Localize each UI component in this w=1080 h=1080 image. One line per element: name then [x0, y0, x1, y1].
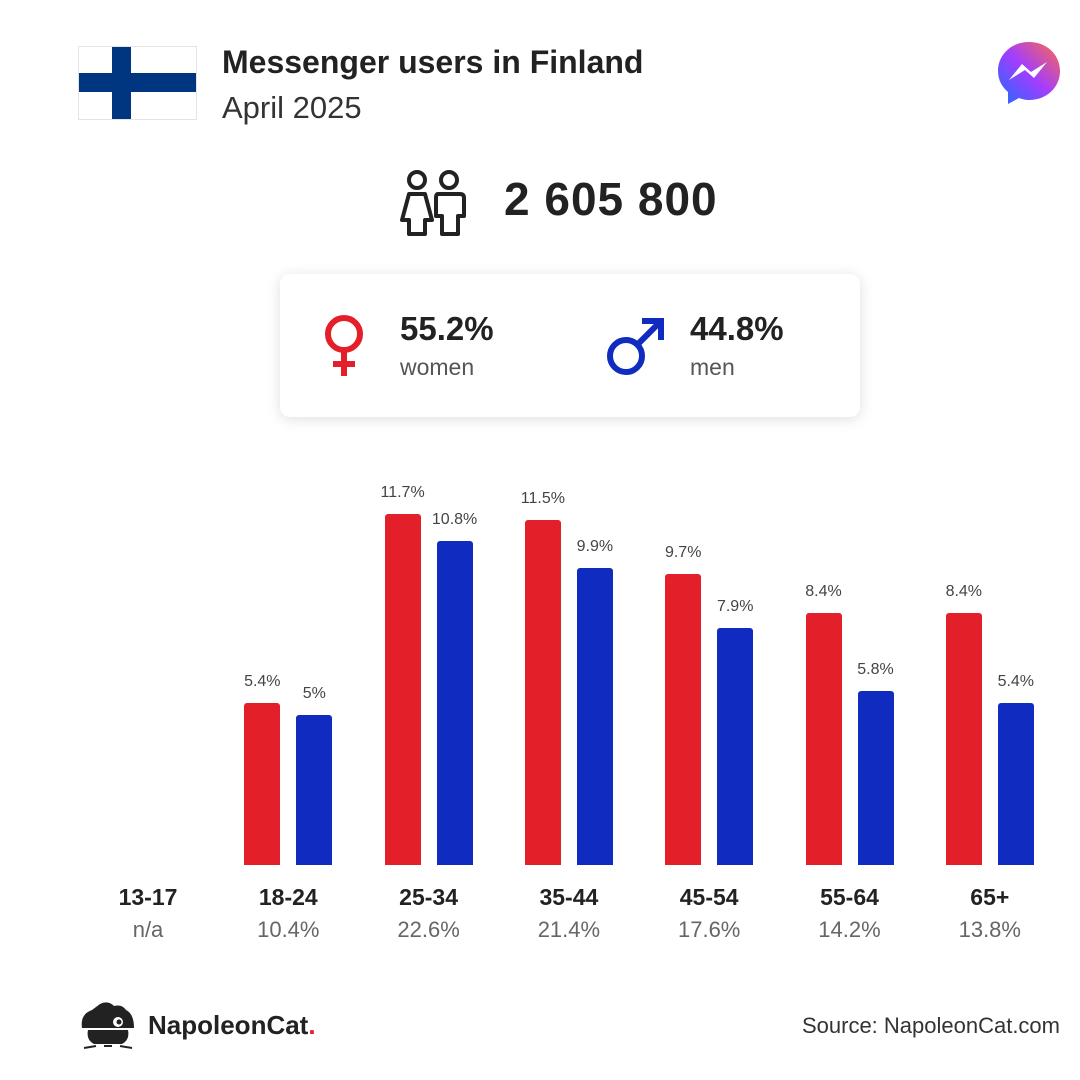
bar-value-label: 10.8% [431, 511, 478, 528]
men-percentage: 44.8% [690, 310, 784, 347]
age-group-share: 10.4% [257, 917, 320, 942]
age-group-label: 55-64 [820, 884, 879, 910]
total-users-value: 2 605 800 [504, 173, 718, 225]
bar-value-label: 9.9% [576, 538, 614, 555]
source-credit: Source: NapoleonCat.com [801, 1013, 1060, 1038]
age-group-share: 17.6% [677, 917, 741, 942]
age-group-label: 13-17 [118, 884, 178, 910]
age-group-label: 25-34 [399, 884, 458, 910]
female-symbol-icon [322, 314, 366, 383]
bar-25-34-series-0 [384, 514, 421, 865]
age-group-share: 22.6% [397, 917, 460, 942]
bar-25-34-series-1 [436, 541, 473, 865]
bar-value-label: 8.4% [945, 583, 983, 600]
bar-55-64-series-0 [805, 613, 842, 865]
bar-value-label: 5.8% [857, 661, 894, 678]
finland-flag-icon [78, 46, 197, 120]
brand-name: NapoleonCat. [148, 1010, 316, 1041]
bar-value-label: 8.4% [805, 583, 842, 600]
age-group-label: 45-54 [679, 884, 739, 910]
age-group-label: 18-24 [258, 884, 318, 910]
age-group-share: 21.4% [537, 917, 601, 942]
brand-dot: . [308, 1010, 316, 1040]
gender-split-card: 55.2% women 44.8% men [280, 274, 860, 417]
age-group-share: 13.8% [958, 917, 1021, 942]
bar-45-54-series-1 [717, 628, 754, 865]
napoleoncat-logo-icon [78, 1000, 138, 1052]
bar-value-label: 5% [302, 685, 326, 702]
bar-65+-series-1 [997, 703, 1034, 865]
bar-45-54-series-0 [665, 574, 702, 865]
bar-value-label: 11.5% [520, 490, 565, 507]
bar-value-label: 9.7% [664, 544, 702, 561]
women-percentage: 55.2% [400, 310, 494, 347]
bar-35-44-series-1 [576, 568, 613, 865]
users-icon [398, 168, 470, 238]
bar-35-44-series-0 [524, 520, 561, 865]
age-group-label: 35-44 [539, 884, 599, 910]
bar-value-label: 5.4% [244, 673, 281, 690]
bar-18-24-series-0 [244, 703, 281, 865]
men-label: men [690, 354, 735, 380]
messenger-logo-icon [996, 40, 1062, 106]
chart-subtitle: April 2025 [222, 90, 362, 125]
women-label: women [400, 354, 475, 380]
chart-title: Messenger users in Finland [222, 44, 644, 80]
brand-name-text: NapoleonCat [148, 1010, 309, 1040]
bar-18-24-series-1 [296, 715, 333, 865]
bar-value-label: 5.4% [997, 673, 1035, 690]
age-group-label: 65+ [970, 884, 1010, 910]
bar-65+-series-0 [945, 613, 982, 865]
age-group-share: n/a [132, 917, 164, 942]
bar-value-label: 11.7% [380, 484, 425, 501]
male-symbol-icon [606, 316, 666, 381]
age-group-share: 14.2% [818, 917, 881, 942]
bar-55-64-series-1 [857, 691, 894, 865]
bar-value-label: 7.9% [716, 598, 754, 615]
